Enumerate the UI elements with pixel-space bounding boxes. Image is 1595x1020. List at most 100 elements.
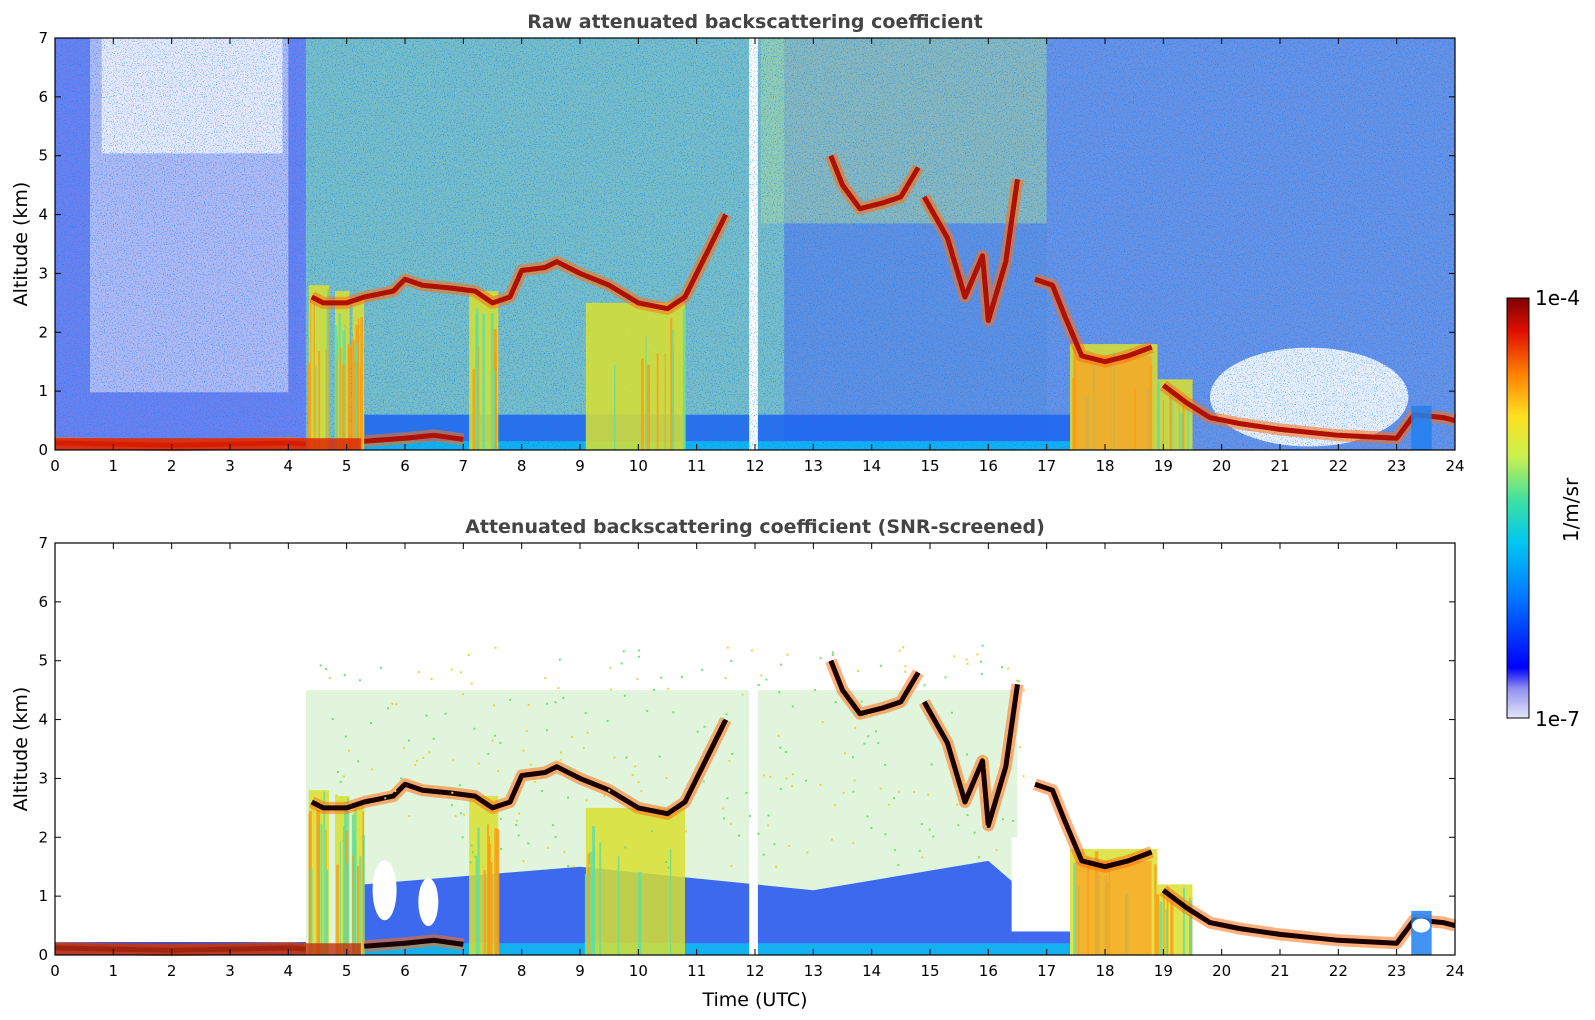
noise-dot <box>450 668 453 671</box>
noise-dot <box>422 756 425 759</box>
y-tick-label: 1 <box>38 887 48 905</box>
colorbar: 1e-4 1e-7 1/m/sr <box>1506 286 1583 731</box>
noise-dot <box>884 763 887 766</box>
noise-dot <box>928 828 931 831</box>
y-tick-label: 5 <box>38 652 48 670</box>
x-tick-label: 18 <box>1095 962 1114 980</box>
x-tick-label: 22 <box>1329 457 1348 475</box>
noise-dot <box>779 746 782 749</box>
noise-dot <box>560 751 563 754</box>
x-tick-label: 10 <box>629 457 648 475</box>
x-tick-label: 9 <box>575 457 585 475</box>
cloud-layer <box>310 718 729 817</box>
noise-dot <box>358 828 361 831</box>
x-tick-label: 15 <box>920 962 939 980</box>
noise-dot <box>819 783 822 786</box>
noise-dot <box>658 755 661 758</box>
noise-dot <box>904 665 907 668</box>
noise-dot <box>395 703 398 706</box>
x-tick-label: 21 <box>1270 962 1289 980</box>
x-tick-label: 0 <box>50 457 60 475</box>
noise-dot <box>477 762 480 765</box>
noise-dot <box>646 710 649 713</box>
noise-dot <box>339 780 342 783</box>
noise-dot <box>750 649 753 652</box>
noise-dot <box>730 822 733 825</box>
noise-dot <box>738 834 741 837</box>
noise-dot <box>792 773 795 776</box>
panel-screened-y-ticks: 0 1 2 3 4 5 6 7 <box>38 534 1455 964</box>
x-tick-label: 15 <box>920 457 939 475</box>
noise-dot <box>1022 775 1025 778</box>
noise-dot <box>603 794 606 797</box>
noise-dot <box>920 823 923 826</box>
x-tick-label: 18 <box>1095 457 1114 475</box>
x-tick-label: 5 <box>342 962 352 980</box>
noise-dot <box>609 666 612 669</box>
noise-dot <box>407 739 410 742</box>
noise-dot <box>325 668 328 671</box>
noise-dot <box>887 803 890 806</box>
noise-dot <box>788 844 791 847</box>
noise-dot <box>725 713 728 716</box>
noise-dot <box>685 830 688 833</box>
x-tick-label: 10 <box>629 962 648 980</box>
noise-dot <box>636 677 639 680</box>
x-tick-label: 1 <box>109 962 119 980</box>
noise-dot <box>461 693 464 696</box>
noise-dot <box>775 865 778 868</box>
x-tick-label: 19 <box>1154 457 1173 475</box>
noise-dot <box>572 865 575 868</box>
colorbar-gradient <box>1506 297 1530 719</box>
noise-dot <box>622 650 625 653</box>
noise-dot <box>930 703 933 706</box>
x-tick-label: 17 <box>1037 962 1056 980</box>
noise-dot <box>557 687 560 690</box>
cloud-layer <box>364 432 464 444</box>
noise-dot <box>665 860 668 863</box>
noise-dot <box>499 847 502 850</box>
noise-dot <box>343 674 346 677</box>
noise-dot <box>722 807 725 810</box>
noise-dot <box>921 856 924 859</box>
x-tick-label: 7 <box>459 962 469 980</box>
cloud-layer <box>1034 781 1153 870</box>
noise-dot <box>473 727 476 730</box>
noise-dot <box>757 684 760 687</box>
noise-dot <box>979 660 982 663</box>
noise-dot <box>660 676 663 679</box>
data-gap <box>749 543 758 955</box>
noise-dot <box>342 775 345 778</box>
noise-dot <box>450 804 453 807</box>
noise-dot <box>722 817 725 820</box>
noise-dot <box>842 791 845 794</box>
noise-dot <box>608 789 611 792</box>
noise-dot <box>1007 667 1010 670</box>
noise-dot <box>944 676 947 679</box>
noise-dot <box>533 781 536 784</box>
curtain <box>585 807 685 955</box>
noise-dot <box>791 705 794 708</box>
noise-dot <box>779 788 782 791</box>
noise-dot <box>879 664 882 667</box>
noise-dot <box>358 679 361 682</box>
noise-dot <box>394 789 397 792</box>
x-tick-label: 8 <box>517 457 527 475</box>
noise-dot <box>474 855 477 858</box>
noise-dot <box>547 846 550 849</box>
noise-dot <box>637 781 640 784</box>
noise-dot <box>546 702 549 705</box>
noise-dot <box>995 849 998 852</box>
noise-dot <box>722 717 725 720</box>
noise-dot <box>416 759 419 762</box>
noise-dot <box>780 663 783 666</box>
panel-screened-marks <box>54 644 1457 957</box>
x-tick-label: 14 <box>862 457 881 475</box>
noise-dot <box>328 677 331 680</box>
noise-dot <box>640 789 643 792</box>
noise-dot <box>1019 746 1022 749</box>
noise-dot <box>875 730 878 733</box>
noise-dot <box>831 653 834 656</box>
noise-dot <box>893 849 896 852</box>
panel-screened: Attenuated backscattering coefficient (S… <box>10 516 1465 1011</box>
